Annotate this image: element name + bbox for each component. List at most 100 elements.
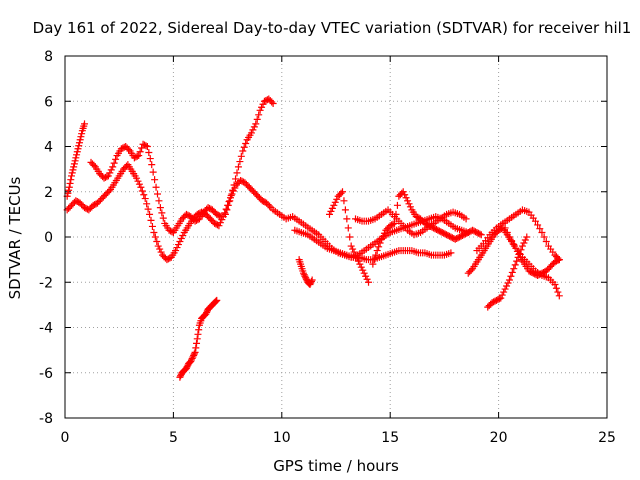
data-point [299,269,307,277]
data-point [75,142,83,150]
data-point [307,279,315,287]
data-point [216,212,224,220]
series-arc-10 [352,206,470,239]
y-tick-label: 6 [44,94,53,110]
data-point [159,214,167,222]
data-point [103,173,111,181]
data-point [156,245,164,253]
data-point [339,188,347,196]
data-point [193,339,201,347]
data-point [507,272,515,280]
data-point [253,115,261,123]
data-point [379,232,387,240]
data-point [344,224,352,232]
data-point [149,168,157,176]
data-points [63,95,563,381]
data-point [375,243,383,251]
data-point [110,159,118,167]
data-point [137,183,145,191]
data-point [306,281,314,289]
data-point [66,179,74,187]
data-point [105,187,113,195]
data-point [221,210,229,218]
data-point [357,263,365,271]
series-arc-4 [221,95,277,218]
data-point [363,275,371,283]
data-point [349,245,357,253]
data-point [376,239,384,247]
data-point [258,103,266,111]
data-point [497,294,505,302]
data-point [467,266,475,274]
data-point [538,228,546,236]
data-point [360,269,368,277]
data-point [554,254,562,262]
data-point [247,129,255,137]
data-point [343,215,351,223]
data-point [380,229,388,237]
data-point [179,231,187,239]
data-point [151,233,159,241]
data-point [259,100,267,108]
data-point [133,152,141,160]
data-point [150,228,158,236]
data-point [232,175,240,183]
data-point [498,291,506,299]
data-point [73,148,81,156]
y-tick-labels: -8 -6 -4 -2 0 2 4 6 8 [39,49,53,427]
series-arc-13 [473,206,563,264]
data-point [151,176,159,184]
data-point [155,197,163,205]
data-point [237,152,245,160]
data-point [521,236,529,244]
data-point [78,130,86,138]
data-point [500,288,508,296]
data-point [216,219,224,227]
data-point [503,282,511,290]
y-tick-label: 8 [44,49,53,65]
data-point [503,228,511,236]
data-point [391,219,399,227]
data-point [72,154,80,162]
data-point [76,136,84,144]
data-point [218,216,226,224]
data-point [250,123,258,131]
data-point [551,281,559,289]
data-point [143,200,151,208]
data-point [337,189,345,197]
data-point [154,242,162,250]
y-tick-label: -8 [39,411,53,427]
plot-frame [64,55,608,419]
data-point [135,152,143,160]
data-point [187,357,195,365]
data-point [350,248,358,256]
data-point [531,217,539,225]
data-point [152,183,160,191]
data-point [508,268,516,276]
series-arc-11 [369,188,485,268]
data-point [106,169,114,177]
x-tick-label: 25 [598,430,616,446]
data-point [217,213,225,221]
data-point [266,202,274,210]
data-point [405,200,413,208]
data-point [505,276,513,284]
data-point [255,111,263,119]
data-point [301,272,309,280]
data-point [352,251,360,259]
data-point [73,151,81,159]
data-point [341,206,349,214]
data-point [462,215,470,223]
data-point [372,251,380,259]
data-point [67,176,75,184]
data-point [191,348,199,356]
x-tick-labels: 0 5 10 15 20 25 [61,430,616,446]
y-tick-label: -2 [39,275,53,291]
data-point [77,133,85,141]
data-point [109,163,117,171]
data-point [212,297,220,305]
series-arc-5 [176,296,221,381]
y-tick-label: -4 [39,321,53,337]
x-tick-label: 20 [490,430,508,446]
data-point [176,238,184,246]
